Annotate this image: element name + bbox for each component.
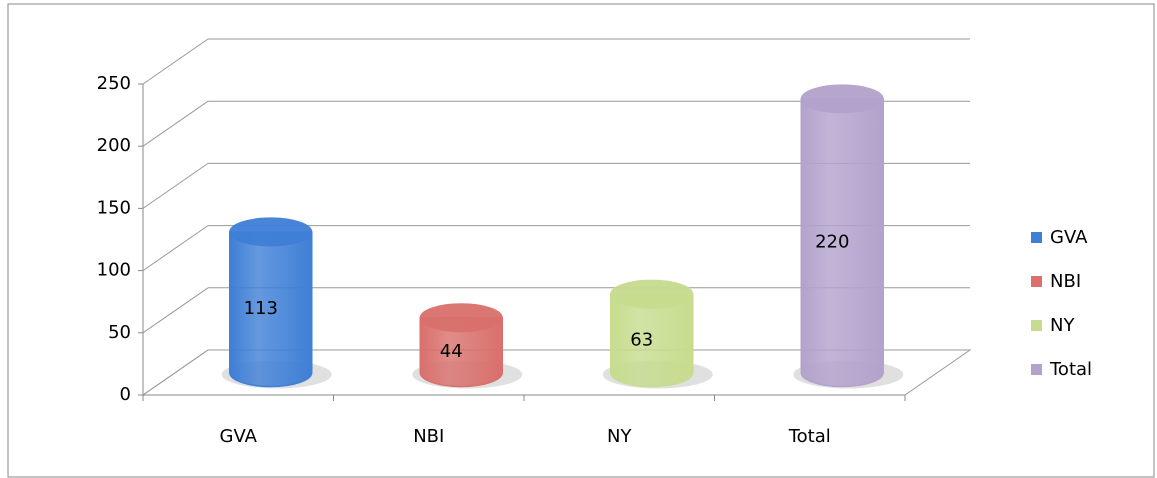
grid-line: [142, 100, 209, 147]
y-tick-label: 150: [97, 197, 131, 218]
y-tick-label: 100: [97, 260, 131, 281]
x-tick-label: Total: [788, 426, 831, 447]
chart-frame: [7, 3, 1155, 478]
legend-swatch: [1031, 232, 1042, 243]
x-tick-label: GVA: [220, 426, 258, 447]
legend-label: NBI: [1050, 271, 1081, 292]
legend-swatch: [1031, 276, 1042, 287]
y-tick-label: 50: [108, 322, 131, 343]
y-tick-label: 250: [97, 73, 131, 94]
y-tick-label: 200: [97, 135, 131, 156]
legend-swatch: [1031, 364, 1042, 375]
bar-top: [419, 303, 503, 333]
bar: [419, 317, 503, 388]
legend-label: Total: [1049, 359, 1092, 380]
legend-swatch: [1031, 320, 1042, 331]
bar: [610, 293, 694, 388]
x-tick-label: NBI: [413, 426, 444, 447]
x-tick-label: NY: [607, 426, 632, 447]
data-label: 44: [440, 341, 463, 362]
data-label: 220: [815, 232, 849, 253]
grid-line: [142, 225, 209, 272]
data-label: 113: [244, 298, 278, 319]
grid-line: [142, 349, 209, 396]
bar-top: [610, 279, 694, 309]
bar: [229, 231, 313, 388]
bar: [800, 98, 884, 388]
grid-line: [142, 162, 209, 209]
grid-line: [142, 38, 209, 85]
bar-top: [229, 217, 313, 247]
bar-top: [800, 84, 884, 114]
legend-label: NY: [1050, 315, 1075, 336]
grid-line: [142, 287, 209, 334]
data-label: 63: [630, 329, 653, 350]
y-tick-label: 0: [120, 384, 131, 405]
legend-label: GVA: [1050, 227, 1088, 248]
